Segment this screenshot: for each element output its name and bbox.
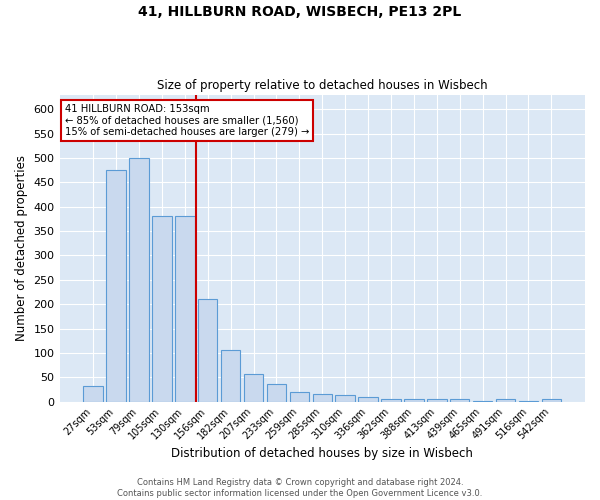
Bar <box>450 399 469 402</box>
Text: Contains HM Land Registry data © Crown copyright and database right 2024.
Contai: Contains HM Land Registry data © Crown c… <box>118 478 482 498</box>
Bar <box>542 399 561 402</box>
Bar <box>221 350 241 402</box>
Bar <box>496 399 515 402</box>
Bar <box>244 374 263 402</box>
Bar <box>267 384 286 402</box>
Bar <box>290 392 309 402</box>
Bar <box>335 395 355 402</box>
Y-axis label: Number of detached properties: Number of detached properties <box>15 155 28 341</box>
Bar <box>313 394 332 402</box>
Text: 41, HILLBURN ROAD, WISBECH, PE13 2PL: 41, HILLBURN ROAD, WISBECH, PE13 2PL <box>139 5 461 19</box>
Bar <box>106 170 126 402</box>
Bar <box>198 300 217 402</box>
Bar <box>175 216 194 402</box>
Bar <box>427 399 446 402</box>
Bar <box>152 216 172 402</box>
Bar <box>129 158 149 402</box>
Bar <box>358 398 378 402</box>
Text: 41 HILLBURN ROAD: 153sqm
← 85% of detached houses are smaller (1,560)
15% of sem: 41 HILLBURN ROAD: 153sqm ← 85% of detach… <box>65 104 309 137</box>
Bar <box>404 399 424 402</box>
Title: Size of property relative to detached houses in Wisbech: Size of property relative to detached ho… <box>157 79 488 92</box>
Bar <box>83 386 103 402</box>
X-axis label: Distribution of detached houses by size in Wisbech: Distribution of detached houses by size … <box>172 447 473 460</box>
Bar <box>381 399 401 402</box>
